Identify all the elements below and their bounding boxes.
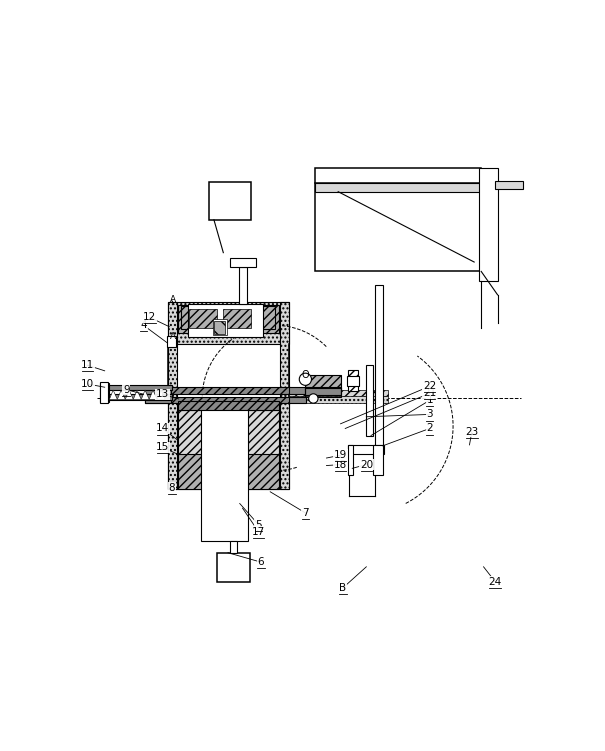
Text: 1: 1 [427,395,433,406]
Bar [100,382,108,403]
Text: 5: 5 [255,520,262,529]
Bar [181,306,275,329]
Text: 23: 23 [465,427,479,437]
Text: O: O [301,369,309,379]
Bar [373,445,383,475]
Text: 4: 4 [140,321,147,330]
Bar [178,416,279,488]
Text: 11: 11 [80,360,94,370]
Polygon shape [133,390,142,400]
Polygon shape [125,390,133,400]
Text: 9: 9 [123,385,129,394]
Bar [178,401,279,410]
Circle shape [299,373,312,385]
Polygon shape [110,390,117,400]
Polygon shape [142,390,149,400]
Text: 24: 24 [489,577,502,587]
Text: 19: 19 [334,450,347,460]
Bar [145,397,171,403]
Text: 6: 6 [258,557,264,567]
Bar [495,181,523,189]
Text: 15: 15 [155,442,169,452]
Bar [306,387,341,397]
Bar [306,388,341,395]
Bar [106,394,172,400]
Bar [366,365,373,436]
Bar [145,387,290,394]
Text: 17: 17 [252,526,265,537]
Bar [306,375,341,388]
Bar [231,258,256,267]
Bar [347,445,384,454]
Polygon shape [117,390,125,400]
Text: 20: 20 [360,460,373,469]
Bar [217,553,250,582]
Text: 13: 13 [155,389,169,400]
Bar [168,403,289,490]
Text: 8: 8 [168,483,175,493]
Text: A: A [170,332,176,341]
Bar [289,397,306,403]
Bar [168,302,177,490]
Bar [212,318,227,335]
Text: 18: 18 [334,460,347,469]
Bar [201,403,248,541]
Text: 3: 3 [427,409,433,419]
Text: B: B [339,583,347,593]
Bar [347,376,359,386]
Text: 14: 14 [155,424,169,433]
Bar [189,309,217,327]
Bar [347,370,358,391]
Text: 10: 10 [81,379,94,389]
Bar [209,182,252,220]
Bar [166,336,176,348]
Bar [231,541,237,553]
Polygon shape [157,390,165,400]
Bar [479,168,497,281]
Bar [223,309,252,327]
Bar [100,383,109,402]
Bar [145,387,171,394]
Bar [214,321,225,333]
Bar [347,445,353,475]
Bar [178,305,279,333]
Bar [289,390,388,396]
Polygon shape [149,390,157,400]
Text: A: A [170,294,176,303]
Bar [239,267,247,304]
Bar [188,304,263,337]
Bar [280,302,289,490]
Bar [315,183,481,192]
Bar [168,302,289,344]
Bar [374,285,383,450]
Text: 2: 2 [427,424,433,433]
Text: 22: 22 [423,382,436,391]
Text: 21: 21 [423,388,436,398]
Bar [178,410,279,454]
Bar [106,385,172,390]
Text: 7: 7 [302,508,309,518]
Bar [145,397,290,403]
Circle shape [309,394,318,403]
Text: 12: 12 [143,312,156,322]
Bar [289,387,306,394]
Bar [289,394,388,403]
Bar [315,168,481,271]
